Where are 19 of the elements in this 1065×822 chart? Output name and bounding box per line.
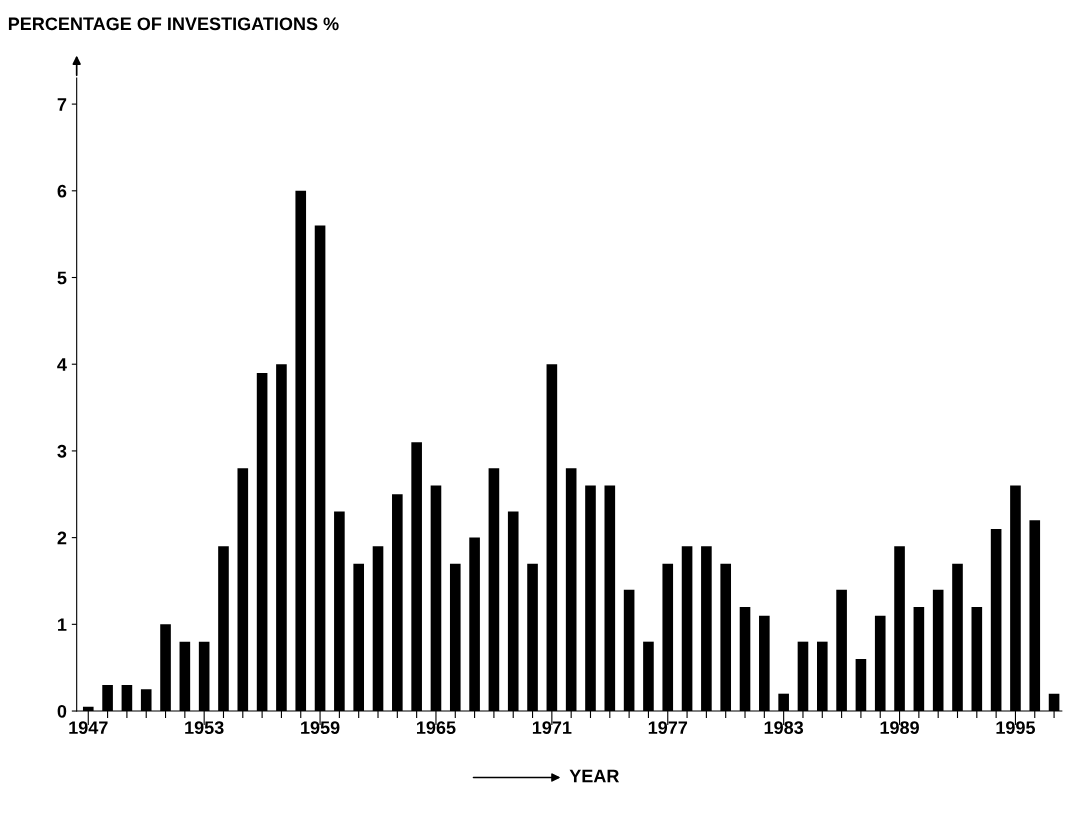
x-tick-label: 1959 — [301, 721, 340, 735]
y-tick-label: 1 — [58, 618, 67, 631]
y-tick-label: 5 — [57, 271, 67, 285]
y-axis-title: PERCENTAGE OF INVESTIGATIONS % — [8, 17, 339, 31]
x-tick-label: 1995 — [996, 721, 1036, 735]
x-tick-label: 1977 — [648, 721, 688, 735]
y-tick-label: 2 — [57, 531, 67, 545]
x-tick-label: 1983 — [764, 721, 804, 735]
y-tick-label: 4 — [57, 358, 67, 371]
x-tick-label: 1965 — [417, 721, 456, 735]
x-tick-label: 1971 — [532, 721, 572, 735]
x-tick-label: 1953 — [185, 721, 224, 735]
y-tick-label: 3 — [57, 444, 67, 458]
y-tick-label: 0 — [57, 704, 67, 718]
y-tick-label: 7 — [57, 98, 67, 111]
x-axis-title: YEAR — [569, 769, 620, 783]
x-tick-label: 1947 — [69, 721, 108, 735]
x-tick-label: 1989 — [880, 721, 919, 735]
y-tick-label: 6 — [57, 184, 67, 198]
